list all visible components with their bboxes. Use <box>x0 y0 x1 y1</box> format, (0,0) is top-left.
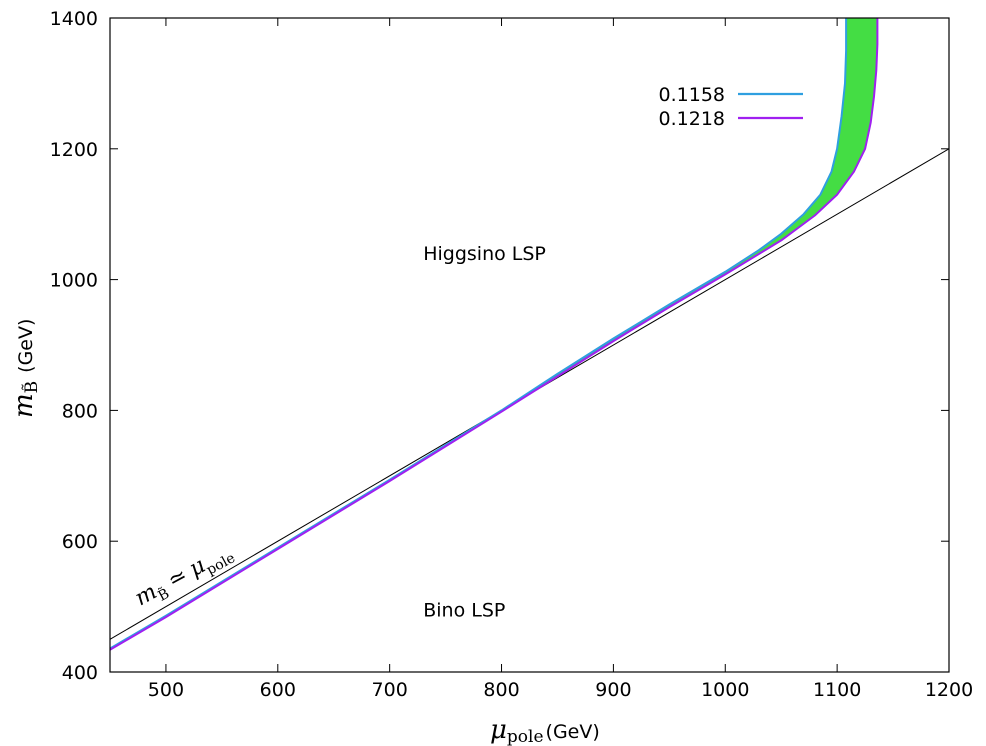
y-tick-label: 800 <box>62 400 98 422</box>
y-tick-label: 400 <box>62 662 98 684</box>
x-tick-label: 600 <box>260 679 296 701</box>
x-axis-unit: (GeV) <box>546 721 600 743</box>
annotation-higgsino-lsp: Higgsino LSP <box>423 243 546 265</box>
x-axis-title: μpole (GeV) <box>490 715 600 746</box>
series-line-1 <box>110 18 879 651</box>
x-tick-label: 700 <box>372 679 408 701</box>
x-axis-symbol: μ <box>490 715 507 745</box>
ref-label-relation: ≃ <box>164 563 192 594</box>
x-tick-label: 800 <box>483 679 519 701</box>
y-axis-subscript: B̃ <box>22 381 42 394</box>
y-tick-label: 1200 <box>50 139 98 161</box>
y-axis-unit: (GeV) <box>15 319 37 373</box>
x-tick-label: 500 <box>148 679 184 701</box>
y-tick-label: 1400 <box>50 8 98 30</box>
x-axis-subscript: pole <box>507 727 544 746</box>
y-tick-label: 1000 <box>50 270 98 292</box>
legend: 0.1158 0.1218 <box>659 84 803 130</box>
y-axis-symbol: m <box>9 393 39 418</box>
y-axis-title: mB̃ (GeV) <box>9 319 42 418</box>
y-tick-label: 600 <box>62 531 98 553</box>
plot-frame <box>109 17 950 673</box>
x-tick-label: 900 <box>595 679 631 701</box>
annotation-bino-lsp: Bino LSP <box>423 599 505 621</box>
legend-label-series-0: 0.1158 <box>659 84 725 106</box>
x-tick-label: 1200 <box>925 679 973 701</box>
x-tick-label: 1100 <box>813 679 861 701</box>
series-line-0 <box>110 18 848 650</box>
legend-label-series-1: 0.1218 <box>659 108 725 130</box>
ref-label-symbol: m <box>131 579 161 611</box>
x-tick-label: 1000 <box>701 679 749 701</box>
